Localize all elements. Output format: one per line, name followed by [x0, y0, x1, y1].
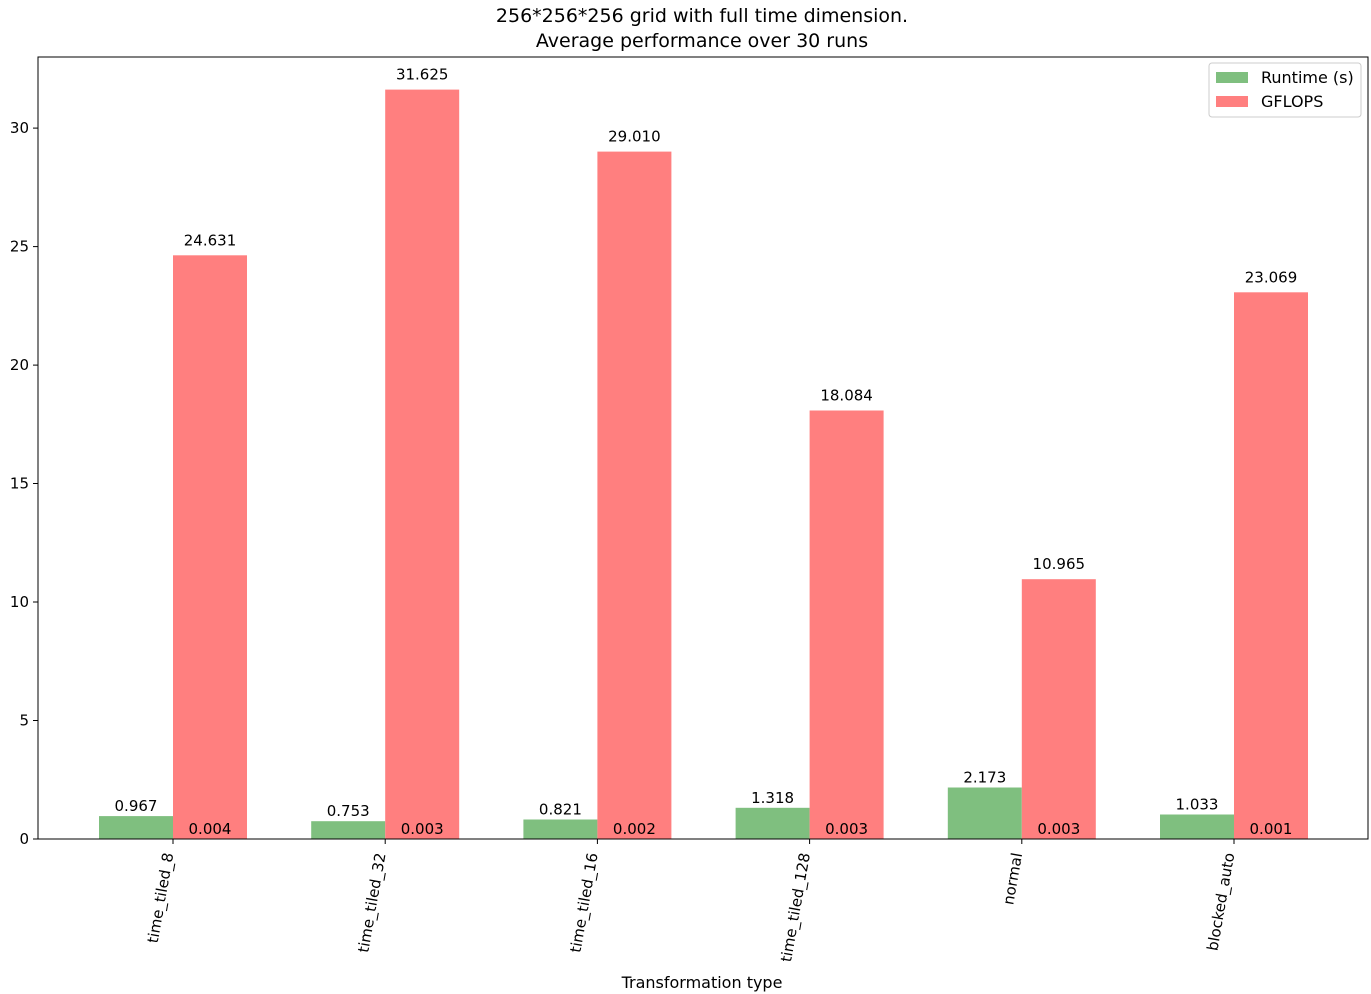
bar-gflops-normal	[1021, 579, 1096, 839]
value-label-gflops-time_tiled_16: 29.010	[608, 128, 661, 146]
x-tick-label-blocked_auto: blocked_auto	[1203, 851, 1239, 952]
y-tick-label-30: 30	[10, 119, 29, 137]
x-axis-label: Transformation type	[621, 973, 783, 992]
legend-label-runtime: Runtime (s)	[1261, 68, 1354, 87]
bar-runtime-blocked_auto	[1160, 814, 1234, 839]
inner-label-blocked_auto: 0.001	[1250, 820, 1293, 838]
value-label-runtime-time_tiled_16: 0.821	[539, 801, 582, 819]
inner-label-time_tiled_128: 0.003	[825, 820, 868, 838]
legend-swatch-gflops	[1216, 96, 1248, 107]
bar-gflops-time_tiled_128	[809, 410, 884, 839]
inner-label-time_tiled_16: 0.002	[613, 820, 656, 838]
y-tick-label-0: 0	[19, 830, 29, 848]
value-label-runtime-normal: 2.173	[963, 769, 1006, 787]
y-tick-label-5: 5	[19, 712, 29, 730]
x-tick-label-normal: normal	[999, 851, 1026, 906]
bar-runtime-normal	[947, 787, 1022, 839]
plot-area-frame	[37, 56, 1369, 840]
value-label-runtime-time_tiled_32: 0.753	[327, 802, 370, 820]
inner-label-time_tiled_8: 0.004	[189, 820, 232, 838]
legend-label-gflops: GFLOPS	[1261, 92, 1323, 111]
legend-swatch-runtime	[1216, 72, 1248, 83]
x-tick-label-time_tiled_8: time_tiled_8	[144, 851, 179, 944]
y-tick-label-10: 10	[10, 593, 29, 611]
value-labels-layer: 0.967 24.631 0.004 0.753 31.625 0.003 0.821 29.…	[115, 66, 1298, 838]
value-label-runtime-time_tiled_8: 0.967	[115, 797, 158, 815]
value-label-gflops-time_tiled_128: 18.084	[820, 387, 873, 405]
value-label-runtime-time_tiled_128: 1.318	[751, 789, 794, 807]
legend: Runtime (s) GFLOPS	[1208, 62, 1362, 118]
bar-runtime-time_tiled_16	[523, 819, 598, 839]
bar-runtime-time_tiled_32	[311, 821, 386, 839]
x-tick-label-time_tiled_32: time_tiled_32	[354, 851, 390, 954]
inner-label-normal: 0.003	[1037, 820, 1080, 838]
value-label-runtime-blocked_auto: 1.033	[1176, 796, 1219, 814]
y-tick-label-25: 25	[10, 238, 29, 256]
value-label-gflops-blocked_auto: 23.069	[1245, 268, 1298, 286]
y-tick-label-20: 20	[10, 356, 29, 374]
inner-label-time_tiled_32: 0.003	[401, 820, 444, 838]
bar-runtime-time_tiled_128	[735, 807, 810, 839]
value-label-gflops-normal: 10.965	[1033, 555, 1086, 573]
bar-gflops-time_tiled_32	[385, 89, 460, 840]
x-axis: time_tiled_8 time_tiled_32 time_tiled_16 ti…	[144, 839, 1239, 963]
y-axis: 0 5 10 15 20 25 30	[10, 119, 38, 848]
value-label-gflops-time_tiled_32: 31.625	[396, 66, 449, 84]
chart-title: 256*256*256 grid with full time dimensio…	[496, 5, 908, 27]
x-tick-label-time_tiled_128: time_tiled_128	[777, 851, 815, 963]
value-label-gflops-time_tiled_8: 24.631	[184, 231, 237, 249]
bar-gflops-blocked_auto	[1234, 292, 1308, 839]
chart-subtitle: Average performance over 30 runs	[536, 30, 868, 52]
bars-layer	[99, 89, 1308, 840]
bar-gflops-time_tiled_16	[597, 151, 672, 840]
bar-runtime-time_tiled_8	[99, 816, 173, 839]
y-tick-label-15: 15	[10, 475, 29, 493]
x-tick-label-time_tiled_16: time_tiled_16	[567, 851, 603, 954]
bar-gflops-time_tiled_8	[173, 255, 247, 840]
